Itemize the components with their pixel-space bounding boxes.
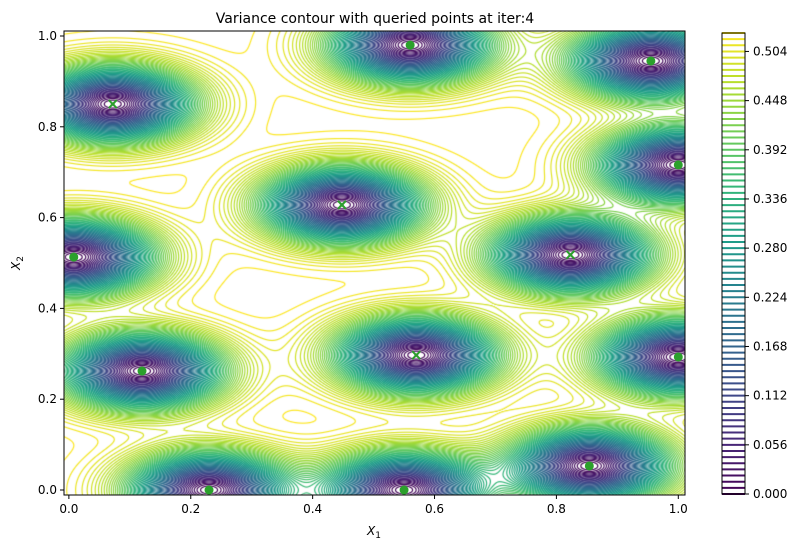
queried-point-dot [204,485,214,495]
axes-frame [63,30,686,496]
queried-point-x [565,250,576,260]
colorbar-tick-label: 0.448 [753,94,787,108]
queried-point-x [108,99,118,109]
colorbar-tick-label: 0.504 [753,44,787,58]
y-axis-label: X2 [9,256,26,271]
queried-point-dot [405,40,415,50]
colorbar-tick-label: 0.056 [753,438,787,452]
y-tick-label: 1.0 [38,29,57,43]
y-tick-label: 0.2 [38,392,57,406]
x-axis-label: X1 [366,524,381,541]
colorbar-tick-label: 0.336 [753,192,787,206]
colorbar-tick-label: 0.224 [753,290,787,304]
x-tick-label: 0.4 [303,502,322,516]
x-tick-label: 1.0 [669,502,688,516]
queried-point-x [411,350,421,360]
colorbar-tick-label: 0.280 [753,241,787,255]
x-tick-label: 0.0 [59,502,78,516]
colorbar-tick-label: 0.168 [753,339,787,353]
y-tick-label: 0.4 [38,301,57,315]
chart-title: Variance contour with queried points at … [216,11,535,27]
x-tick-label: 0.2 [181,502,200,516]
colorbar-frame [721,32,746,495]
colorbar-tick-label: 0.000 [753,487,787,501]
y-tick-label: 0.0 [38,483,57,497]
queried-point-dot [584,461,594,471]
colorbar-tick-label: 0.392 [753,143,787,157]
queried-point-dot [673,352,683,362]
queried-point-dot [137,366,147,376]
variance-contour-plot [64,31,685,495]
y-tick-label: 0.6 [38,211,57,225]
y-tick-label: 0.8 [38,120,57,134]
x-tick-label: 0.8 [547,502,566,516]
queried-point-x [337,200,347,210]
queried-point-dot [673,160,683,170]
queried-point-dot [399,485,409,495]
x-tick-label: 0.6 [425,502,444,516]
colorbar-tick-label: 0.112 [753,389,787,403]
queried-point-dot [69,252,79,262]
queried-point-dot [646,56,656,66]
